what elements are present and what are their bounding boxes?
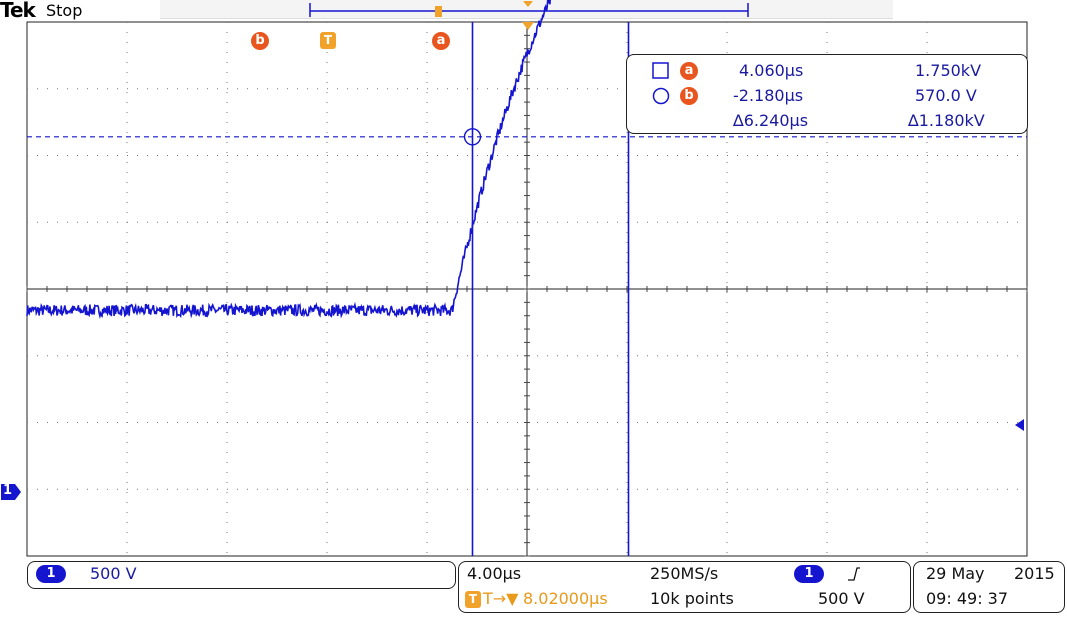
channel-1-waveform xyxy=(26,0,552,320)
graticule-center-ticks xyxy=(26,21,1028,557)
readout-a-volt: 1.750kV xyxy=(915,61,982,80)
channel-1-indicator: 1 xyxy=(36,565,66,583)
horizontal-position-marker xyxy=(522,22,534,30)
record-view-bar xyxy=(160,0,893,19)
record-trigger-marker xyxy=(435,6,442,17)
cursor-b-label[interactable]: b xyxy=(251,32,269,50)
time-of-day: 09: 49: 37 xyxy=(926,589,1009,608)
year: 2015 xyxy=(1014,564,1055,583)
record-length: 10k points xyxy=(650,589,734,608)
rising-edge-icon xyxy=(848,567,860,581)
brand-logo: Tek xyxy=(0,0,36,22)
trigger-level-marker xyxy=(1015,419,1024,431)
trigger-position-badge: T xyxy=(465,591,481,608)
cursor-readout-panel: a 4.060µs 1.750kV b -2.180µs 570.0 V ∆6.… xyxy=(626,54,1028,134)
trigger-time-marker: T xyxy=(320,32,336,49)
square-marker-icon xyxy=(652,62,669,79)
expansion-point-marker xyxy=(523,1,533,7)
channel-1-ground-marker[interactable]: 1 xyxy=(0,483,22,501)
sample-rate: 250MS/s xyxy=(650,564,719,583)
acquisition-status: Stop xyxy=(46,1,83,20)
cursor-intersections xyxy=(463,128,482,146)
trigger-source-indicator: 1 xyxy=(794,565,824,583)
readout-delta-time: ∆6.240µs xyxy=(733,111,809,130)
horizontal-scale: 4.00µs xyxy=(467,564,522,583)
readout-b-badge: b xyxy=(680,87,698,105)
horizontal-position: 8.02000µs xyxy=(523,589,608,608)
readout-b-time: -2.180µs xyxy=(733,86,804,105)
readout-a-time: 4.060µs xyxy=(739,61,804,80)
date: 29 May xyxy=(926,564,985,583)
readout-delta-volt: ∆1.180kV xyxy=(908,111,985,130)
readout-a-badge: a xyxy=(680,62,698,80)
circle-marker-icon xyxy=(652,87,670,105)
cursor-b-circle-marker xyxy=(463,128,482,146)
cursor-a-label[interactable]: a xyxy=(432,32,450,50)
ground-marker-label: 1 xyxy=(3,483,13,498)
trigger-level: 500 V xyxy=(818,589,865,608)
readout-b-volt: 570.0 V xyxy=(915,86,977,105)
channel-1-scale: 500 V xyxy=(90,564,137,583)
date-time-panel: 29 May 2015 09: 49: 37 xyxy=(913,561,1065,613)
channel-1-badge-panel[interactable]: 1 500 V xyxy=(27,561,456,589)
horizontal-position-prefix: T→▼ xyxy=(483,589,519,608)
horizontal-trigger-panel[interactable]: 4.00µs 250MS/s 1 T T→▼ 8.02000µs 10k poi… xyxy=(458,561,911,613)
